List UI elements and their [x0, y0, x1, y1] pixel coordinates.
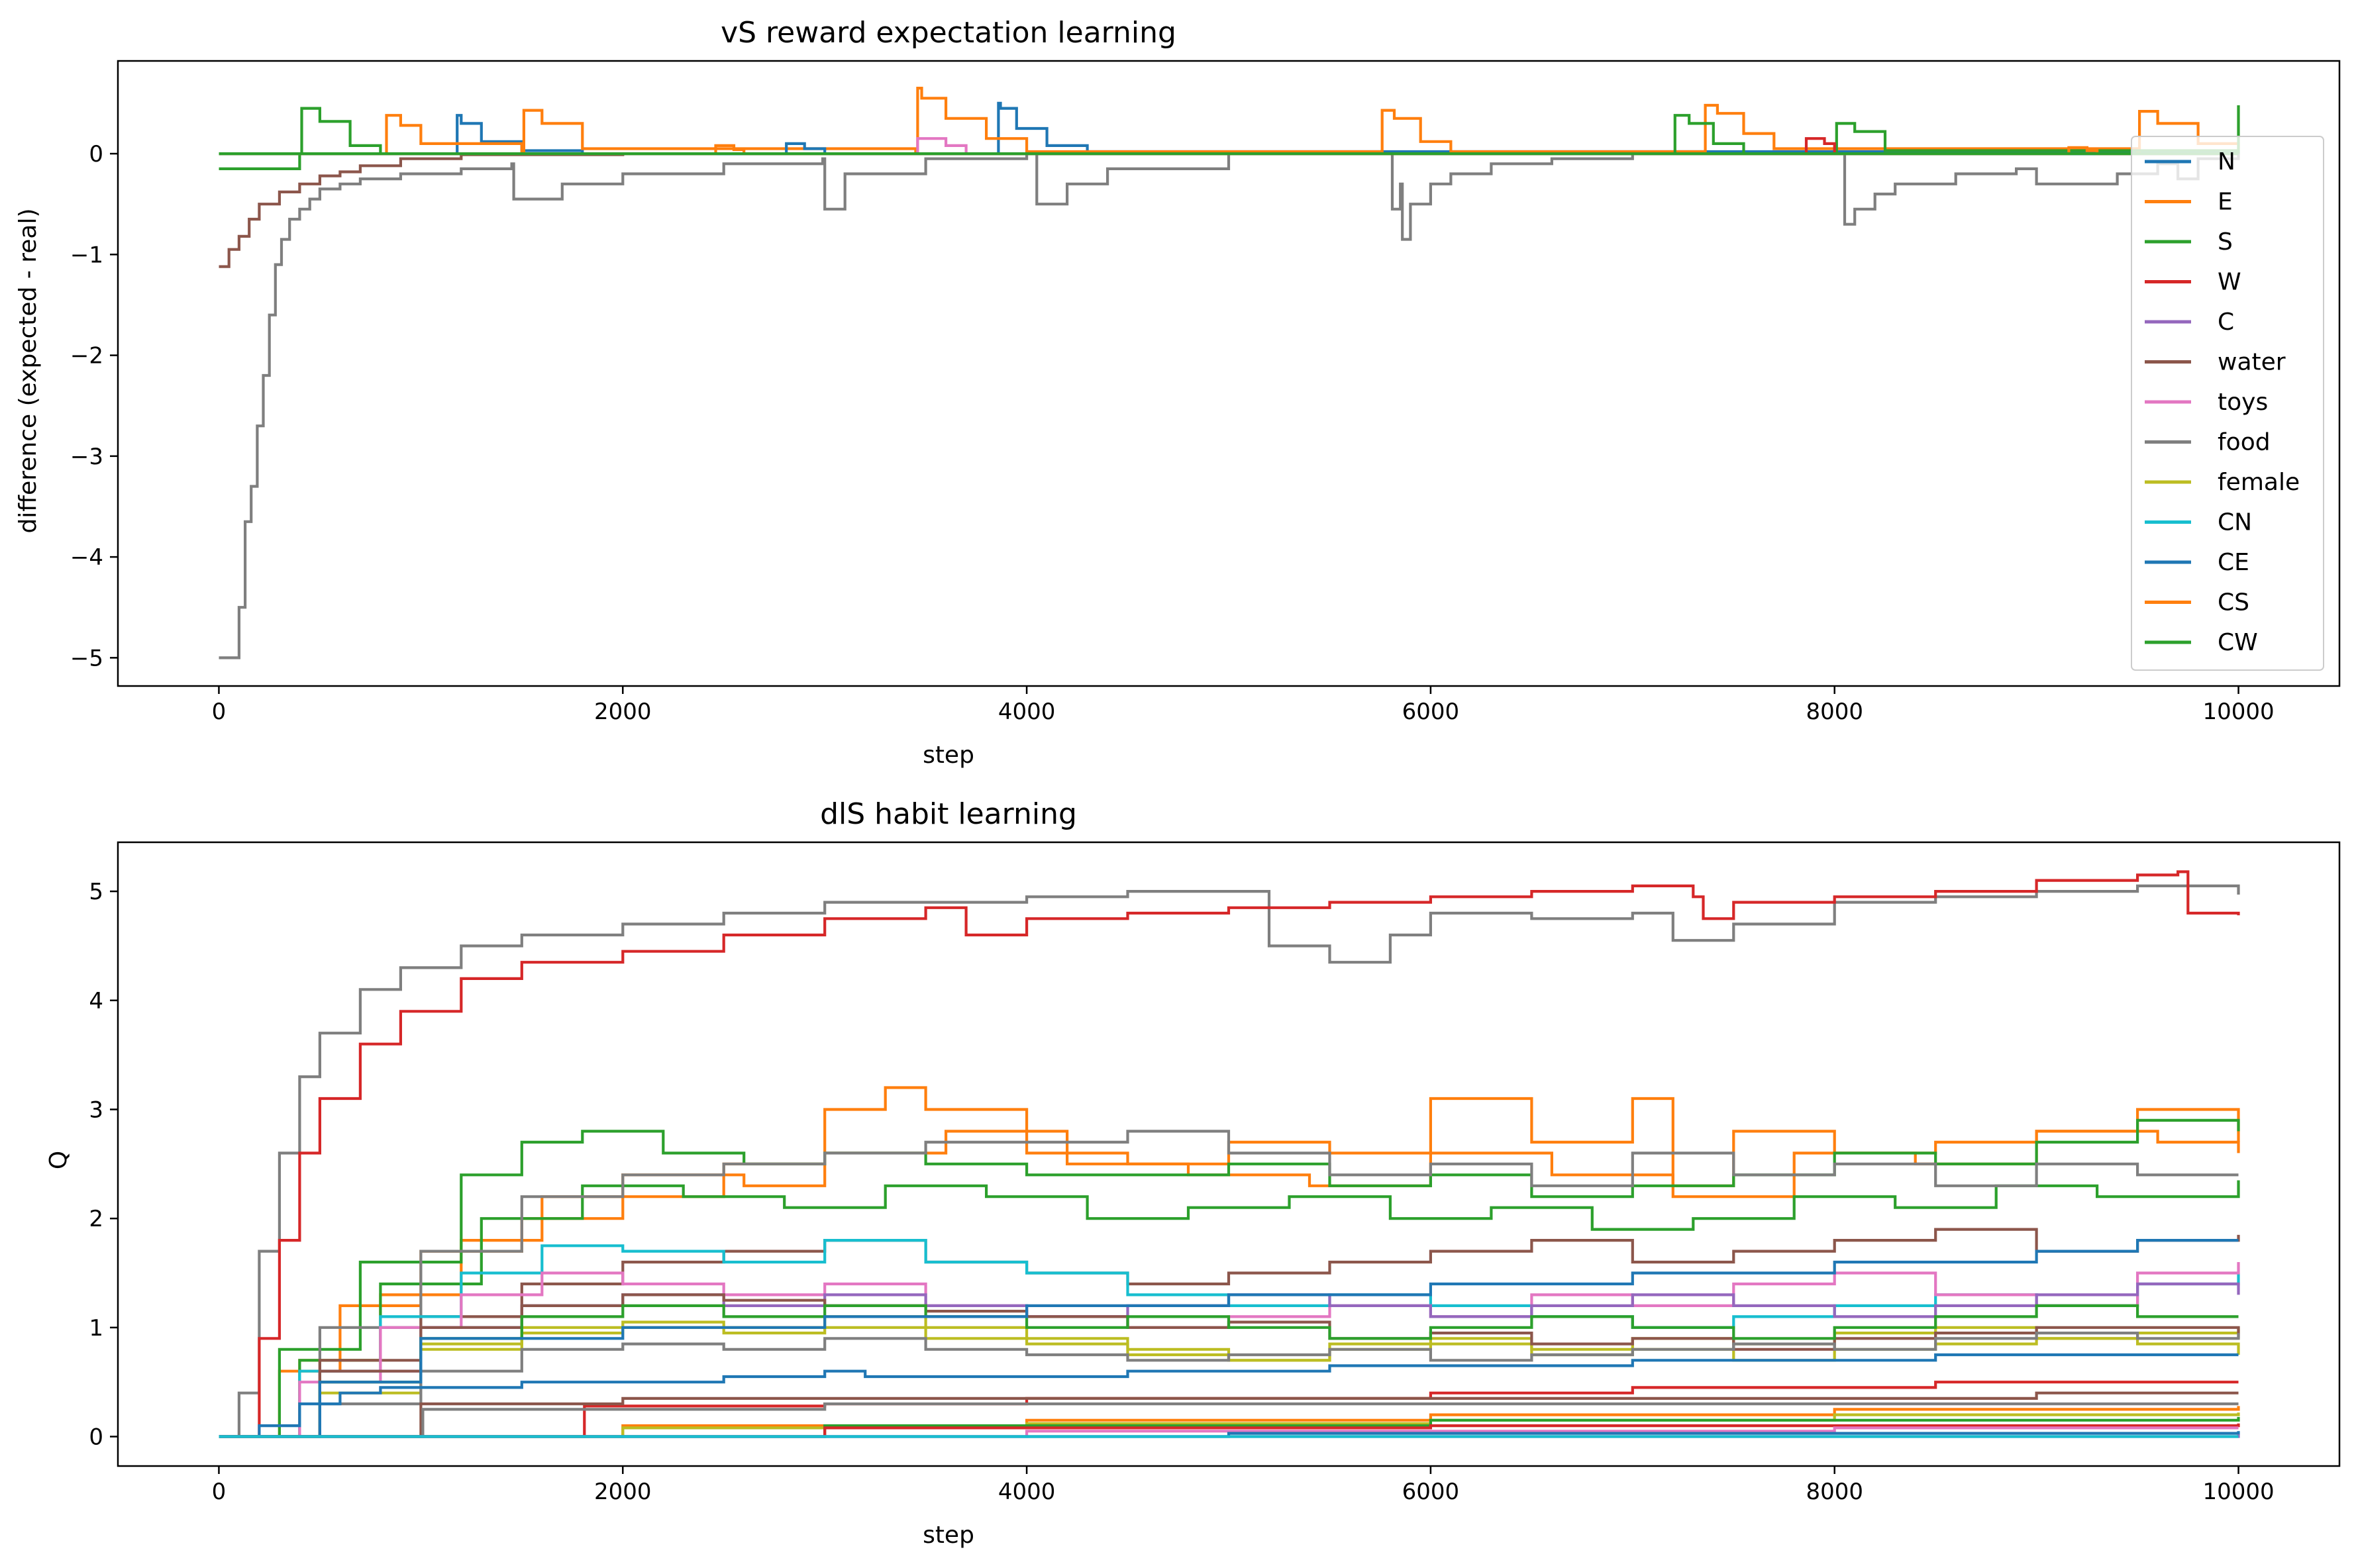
legend-label: CE	[2218, 549, 2249, 576]
series-line-q1	[219, 870, 2240, 1438]
y-tick-label: 3	[89, 1097, 103, 1123]
legend-entry: E	[2145, 189, 2233, 216]
legend-entry: food	[2145, 429, 2271, 456]
x-tick-label: 2000	[594, 699, 652, 725]
series-line-q0	[219, 884, 2240, 1438]
series-lines	[219, 870, 2240, 1438]
legend-entry: N	[2145, 148, 2235, 175]
series-line-q19	[219, 1391, 2239, 1438]
legend-label: S	[2218, 228, 2233, 256]
legend-entry: W	[2145, 269, 2241, 296]
legend-label: CN	[2218, 509, 2252, 536]
legend-entry: CN	[2145, 509, 2252, 536]
bottom-chart-title: dlS habit learning	[820, 797, 1077, 831]
legend-entry: female	[2145, 469, 2300, 496]
legend-entry: C	[2145, 309, 2234, 336]
legend-label: toys	[2218, 389, 2268, 416]
x-tick-label: 0	[212, 699, 227, 725]
series-line-q7	[219, 1228, 2240, 1438]
legend-label: E	[2218, 189, 2233, 216]
top-chart-y-axis-label: difference (expected - real)	[15, 208, 42, 533]
y-tick-label: 1	[89, 1315, 103, 1342]
top-chart-x-axis: 0 2000 4000 6000 8000 10000	[212, 686, 2275, 725]
top-chart-title: vS reward expectation learning	[721, 16, 1176, 50]
x-tick-label: 6000	[1402, 1479, 1460, 1505]
x-tick-label: 4000	[998, 699, 1056, 725]
bottom-chart-y-axis: 0 1 2 3 4 5	[89, 879, 118, 1451]
x-tick-label: 0	[212, 1479, 227, 1505]
y-tick-label: −5	[70, 645, 103, 671]
series-line-S	[219, 105, 2240, 170]
series-line-q5	[219, 1180, 2240, 1438]
x-tick-label: 6000	[1402, 699, 1460, 725]
bottom-chart-plot-area	[117, 841, 2341, 1467]
legend-box	[2131, 136, 2324, 671]
legend-label: W	[2218, 269, 2241, 296]
legend-label: N	[2218, 148, 2235, 175]
x-tick-label: 10000	[2202, 699, 2274, 725]
axes-frame	[117, 60, 2341, 687]
legend-label: CS	[2218, 589, 2249, 616]
y-tick-label: −2	[70, 343, 103, 369]
legend-entry: CS	[2145, 589, 2249, 616]
legend-entry: CE	[2145, 549, 2249, 576]
y-tick-label: 5	[89, 879, 103, 905]
series-line-q6	[219, 1130, 2239, 1438]
series-line-q17	[219, 1239, 2239, 1438]
legend-label: water	[2218, 349, 2286, 376]
x-tick-label: 8000	[1806, 699, 1863, 725]
legend-entry: CW	[2145, 629, 2258, 656]
series-line-q16	[219, 1353, 2239, 1438]
top-chart-plot-area	[117, 60, 2341, 687]
bottom-chart-panel: dlS habit learning 0 2000 4000 6000 8000 1000…	[45, 797, 2341, 1549]
x-tick-label: 10000	[2202, 1479, 2274, 1505]
axes-frame	[117, 841, 2341, 1467]
series-line-q3	[219, 1130, 2240, 1438]
x-tick-label: 8000	[1806, 1479, 1863, 1505]
series-line-food	[219, 152, 2240, 660]
legend-label: CW	[2218, 629, 2258, 656]
legend-entry: toys	[2145, 389, 2268, 416]
bottom-chart-y-axis-label: Q	[45, 1151, 72, 1169]
legend-label: female	[2218, 469, 2300, 496]
y-tick-label: −1	[70, 242, 103, 268]
y-tick-label: 0	[89, 1424, 103, 1451]
series-lines	[219, 87, 2240, 660]
legend-entry: water	[2145, 349, 2286, 376]
y-tick-label: 4	[89, 988, 103, 1014]
series-line-q4	[219, 1118, 2240, 1438]
legend-entry: S	[2145, 228, 2233, 256]
top-chart-panel: vS reward expectation learning 0 2000 4000…	[15, 16, 2341, 769]
series-line-water	[219, 152, 2239, 268]
x-tick-label: 2000	[594, 1479, 652, 1505]
top-chart-x-axis-label: step	[923, 742, 974, 769]
series-line-q14	[219, 1304, 2239, 1438]
top-chart-y-axis: −5 −4 −3 −2 −1 0	[70, 141, 118, 671]
y-tick-label: 2	[89, 1206, 103, 1232]
series-line-q15	[219, 1332, 2240, 1438]
y-tick-label: −3	[70, 444, 103, 470]
legend-label: food	[2218, 429, 2271, 456]
legend-label: C	[2218, 309, 2234, 336]
bottom-chart-x-axis-label: step	[923, 1522, 974, 1549]
y-tick-label: −4	[70, 544, 103, 571]
y-tick-label: 0	[89, 141, 103, 168]
bottom-chart-x-axis: 0 2000 4000 6000 8000 10000	[212, 1466, 2275, 1505]
x-tick-label: 4000	[998, 1479, 1056, 1505]
